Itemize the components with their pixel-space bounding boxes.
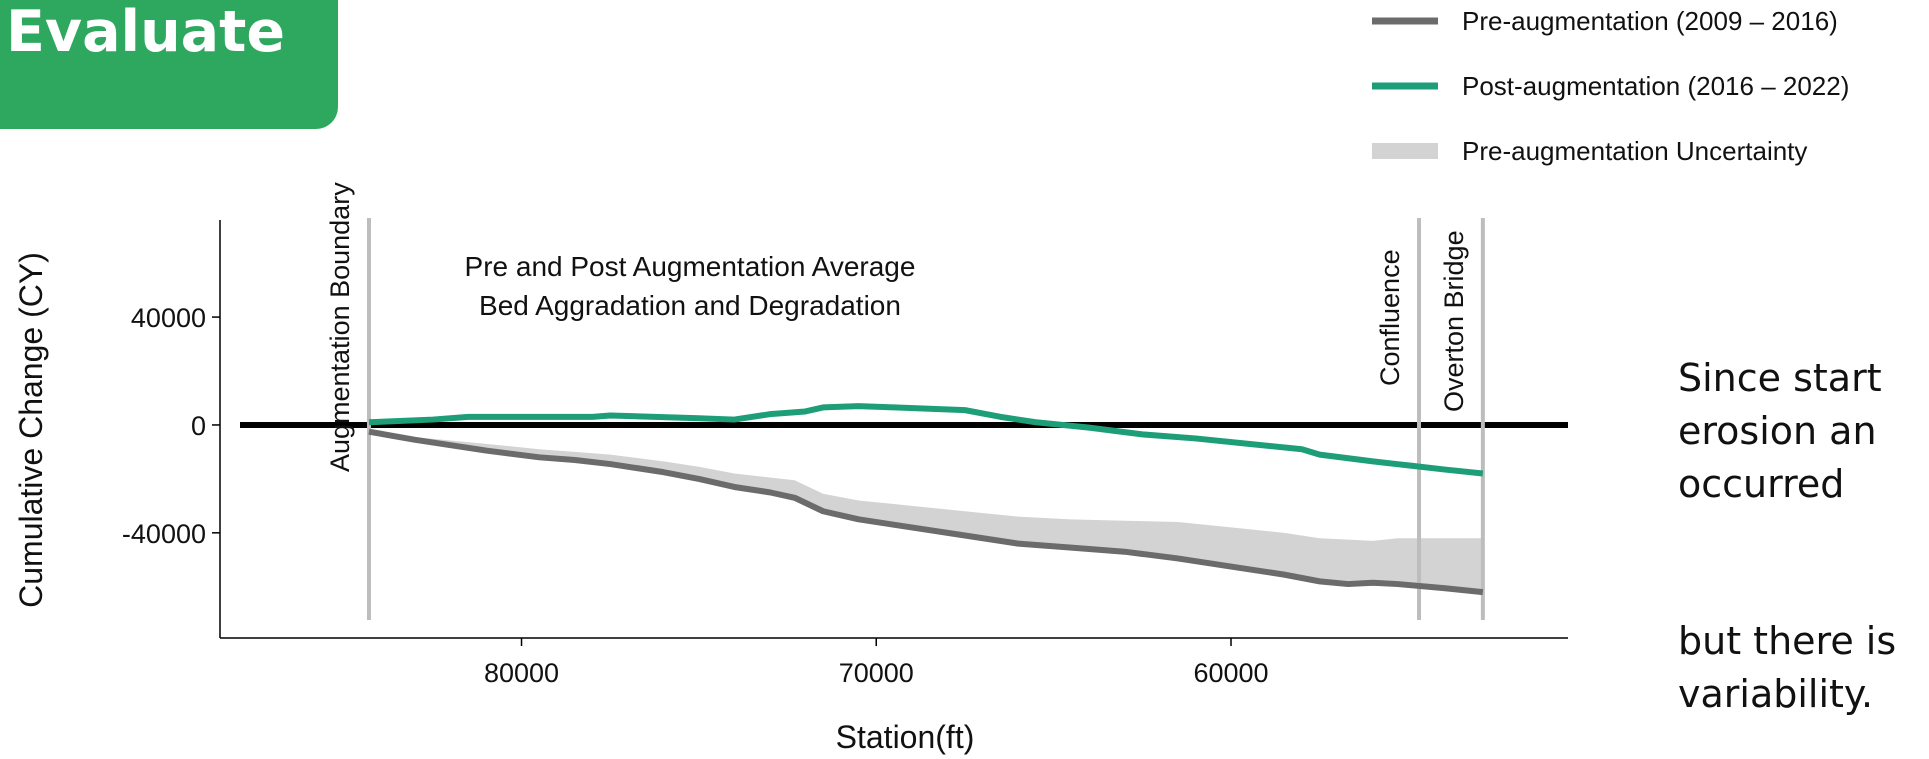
axes-layer <box>212 220 1568 646</box>
legend-label: Post-augmentation (2016 – 2022) <box>1462 71 1849 101</box>
reference-line-label: Augmentation Boundary <box>325 182 355 472</box>
side-paragraph-1: Since start erosion an occurred <box>1678 352 1882 511</box>
y-tick-label: 40000 <box>131 303 206 333</box>
legend: Pre-augmentation (2009 – 2016) Post-augme… <box>1372 6 1849 166</box>
side-paragraph-2-line: variability. <box>1678 672 1874 716</box>
chart-title-line: Bed Aggradation and Degradation <box>479 290 901 321</box>
side-paragraph-2-line: but there is <box>1678 619 1897 663</box>
uncertainty-band <box>368 430 1483 593</box>
legend-swatch <box>1372 143 1438 159</box>
series-line <box>368 403 1484 477</box>
series-layer <box>368 403 1484 596</box>
series-line <box>368 428 1484 596</box>
legend-label: Pre-augmentation (2009 – 2016) <box>1462 6 1838 36</box>
side-paragraph-1-line: Since start <box>1678 356 1882 400</box>
reference-line-label: Confluence <box>1375 249 1405 386</box>
side-paragraph-1-line: erosion an <box>1678 409 1877 453</box>
x-axis-title: Station(ft) <box>836 719 975 755</box>
side-paragraph-2: but there is variability. <box>1678 615 1896 721</box>
uncertainty-band-layer <box>368 430 1483 593</box>
chart-text-layer: Augmentation Boundary Confluence Overton B… <box>13 182 1469 755</box>
x-tick-label: 70000 <box>839 658 914 688</box>
y-axis-title: Cumulative Change (CY) <box>13 252 49 608</box>
section-title: Evaluate <box>6 0 286 65</box>
y-tick-label: 0 <box>191 411 206 441</box>
legend-label: Pre-augmentation Uncertainty <box>1462 136 1807 166</box>
side-paragraph-1-line: occurred <box>1678 462 1845 506</box>
y-tick-label: -40000 <box>122 519 206 549</box>
reference-line-label: Overton Bridge <box>1439 230 1469 412</box>
chart-title-line: Pre and Post Augmentation Average <box>465 251 916 282</box>
reference-lines-layer <box>366 218 1485 620</box>
x-tick-label: 80000 <box>484 658 559 688</box>
x-tick-label: 60000 <box>1193 658 1268 688</box>
section-tag: Evaluate <box>0 0 338 129</box>
